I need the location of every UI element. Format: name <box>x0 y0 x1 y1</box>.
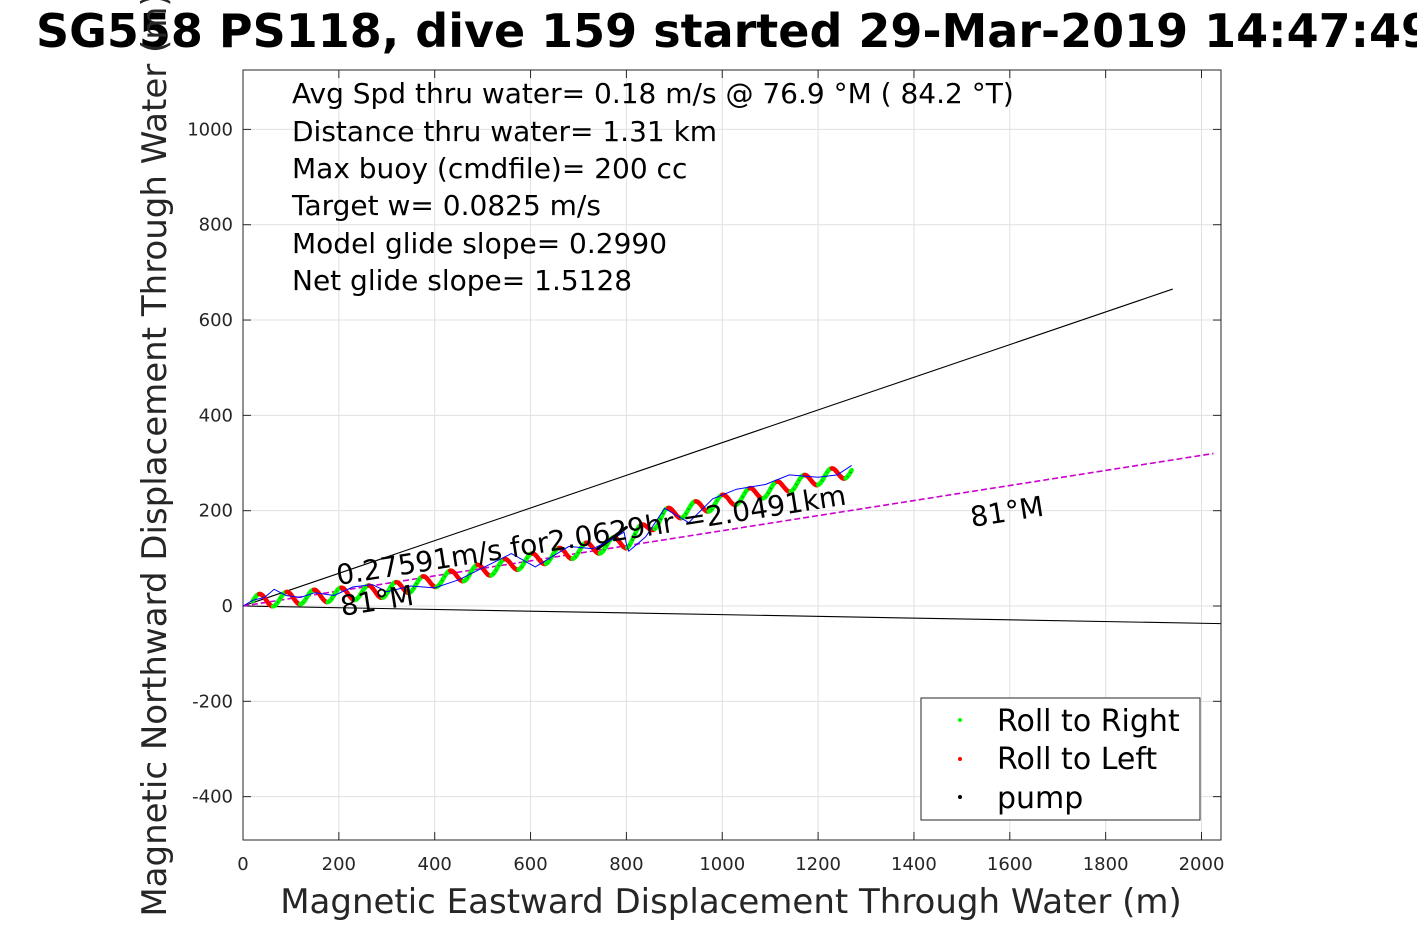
y-tick-label: 200 <box>199 501 233 522</box>
grid <box>243 70 1221 840</box>
reference-line-upper <box>242 288 1173 607</box>
legend-marker-roll-left <box>958 757 962 761</box>
x-axis-label: Magnetic Eastward Displacement Through W… <box>280 882 1182 922</box>
roll-right-point <box>849 467 854 473</box>
heading-label-far: 81°M <box>968 490 1046 534</box>
chart-title: SG558 PS118, dive 159 started 29-Mar-201… <box>36 4 1417 58</box>
legend-label-roll-right: Roll to Right <box>997 704 1180 739</box>
reference-line-course <box>242 452 1214 607</box>
reference-lines <box>242 288 1221 625</box>
x-tick-label: 200 <box>322 854 356 875</box>
legend-marker-pump <box>958 795 962 799</box>
y-tick-label: 0 <box>222 596 233 617</box>
track-line <box>242 464 852 607</box>
reference-line-lower <box>242 605 1221 625</box>
plot-frame <box>242 69 1222 841</box>
x-tick-label: 1200 <box>795 854 841 875</box>
x-tick-label: 800 <box>609 854 643 875</box>
x-tick-label: 2000 <box>1179 854 1225 875</box>
info-line-target-w: Target w= 0.0825 m/s <box>291 189 601 222</box>
x-tick-label: 1000 <box>699 854 745 875</box>
info-line-distance: Distance thru water= 1.31 km <box>292 115 717 148</box>
x-tick-label: 1600 <box>987 854 1033 875</box>
y-axis-label: Magnetic Northward Displacement Through … <box>135 0 175 917</box>
legend-label-roll-left: Roll to Left <box>997 742 1157 777</box>
legend-box <box>920 697 1201 821</box>
info-line-model-slope: Model glide slope= 0.2990 <box>292 227 667 260</box>
y-tick-label: 400 <box>199 405 233 426</box>
y-tick-label: 600 <box>199 310 233 331</box>
x-tick-label: 1800 <box>1083 854 1129 875</box>
x-tick-label: 1400 <box>891 854 937 875</box>
info-box: Avg Spd thru water= 0.18 m/s @ 76.9 °M (… <box>291 77 1014 297</box>
x-tick-label: 400 <box>418 854 452 875</box>
legend-label-pump: pump <box>997 781 1083 816</box>
axis-ticks: 0 200 400 600 800 1000 1200 1400 1600 1800 2000-40… <box>187 70 1224 875</box>
y-tick-label: -400 <box>192 787 233 808</box>
info-line-net-slope: Net glide slope= 1.5128 <box>292 264 632 297</box>
info-line-speed: Avg Spd thru water= 0.18 m/s @ 76.9 °M (… <box>292 77 1014 110</box>
current-annotation: 0.27591m/s for2.0629hr =2.0491km <box>334 479 848 592</box>
roll-points <box>250 466 854 609</box>
y-tick-label: 1000 <box>187 119 233 140</box>
x-tick-label: 0 <box>237 854 248 875</box>
legend-marker-roll-right <box>958 718 962 722</box>
info-line-buoy: Max buoy (cmdfile)= 200 cc <box>292 152 687 185</box>
y-tick-label: -200 <box>192 691 233 712</box>
x-tick-label: 600 <box>513 854 547 875</box>
legend: Roll to Right Roll to Left pump <box>920 697 1201 821</box>
dive-track <box>242 464 852 607</box>
y-tick-label: 800 <box>199 215 233 236</box>
pump-point <box>624 525 628 529</box>
